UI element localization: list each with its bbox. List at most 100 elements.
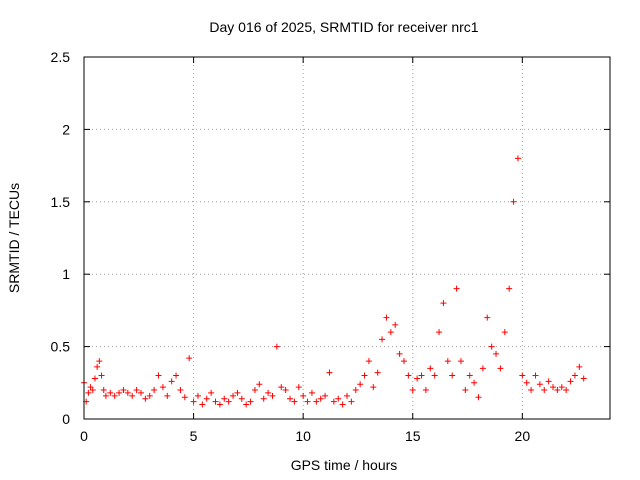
data-point: [510, 198, 517, 205]
data-point: [221, 395, 228, 402]
data-point: [173, 372, 180, 379]
data-point: [85, 389, 92, 396]
data-point: [379, 336, 386, 343]
data-point: [265, 389, 272, 396]
data-point: [251, 387, 258, 394]
y-tick-label: 2.5: [51, 49, 71, 65]
y-tick-label: 2: [62, 121, 70, 137]
data-point: [230, 392, 237, 399]
data-point: [243, 401, 250, 408]
y-axis-label: SRMTID / TECUs: [6, 183, 22, 293]
data-point: [453, 285, 460, 292]
data-point: [545, 378, 552, 385]
data-point: [146, 392, 153, 399]
data-point: [129, 392, 136, 399]
chart-title: Day 016 of 2025, SRMTID for receiver nrc…: [209, 19, 478, 35]
data-point: [352, 387, 359, 394]
data-point: [457, 358, 464, 365]
data-point: [186, 355, 193, 362]
tick-labels: 0 5 10 15 20 0 0.5 1 1.5 2 2.5: [51, 49, 531, 444]
data-point: [488, 343, 495, 350]
data-point: [497, 365, 504, 372]
data-point: [365, 358, 372, 365]
data-point: [580, 375, 587, 382]
data-point: [506, 285, 513, 292]
x-tick-label: 10: [295, 428, 311, 444]
data-point: [225, 398, 232, 405]
data-point: [107, 389, 114, 396]
axis-ticks: [83, 56, 610, 420]
data-point: [444, 358, 451, 365]
data-point: [238, 395, 245, 402]
data-point: [317, 395, 324, 402]
data-point: [282, 387, 289, 394]
data-point: [519, 372, 526, 379]
data-point: [571, 372, 578, 379]
y-tick-label: 0.5: [51, 339, 71, 355]
data-point: [278, 384, 285, 391]
data-point: [326, 369, 333, 376]
data-point: [387, 329, 394, 336]
data-point: [322, 392, 329, 399]
data-point: [247, 398, 254, 405]
data-point: [567, 378, 574, 385]
data-point: [475, 394, 482, 401]
data-point: [234, 389, 241, 396]
y-tick-label: 1: [62, 266, 70, 282]
data-point: [414, 375, 421, 382]
data-point: [159, 384, 166, 391]
data-point: [256, 381, 263, 388]
plot-frame: [83, 56, 611, 420]
data-points: [81, 155, 587, 408]
data-point: [361, 372, 368, 379]
data-point: [269, 392, 276, 399]
data-point: [300, 392, 307, 399]
data-point: [199, 401, 206, 408]
data-point: [177, 387, 184, 394]
data-point: [400, 358, 407, 365]
data-point: [137, 389, 144, 396]
grid: [84, 57, 610, 419]
x-tick-label: 15: [405, 428, 421, 444]
data-point: [181, 394, 188, 401]
data-point: [550, 384, 557, 391]
data-point: [98, 372, 105, 379]
data-point: [260, 395, 267, 402]
data-point: [216, 401, 223, 408]
data-point: [116, 389, 123, 396]
data-point: [344, 392, 350, 399]
data-point: [155, 372, 162, 379]
data-point: [89, 387, 96, 394]
data-point: [142, 395, 149, 402]
x-tick-label: 20: [515, 428, 531, 444]
data-point: [308, 389, 315, 396]
data-point: [164, 392, 171, 399]
data-point: [479, 365, 486, 372]
series-srmtid: [81, 155, 587, 408]
x-axis-label: GPS time / hours: [291, 457, 398, 473]
data-point: [422, 387, 429, 394]
data-point: [392, 321, 399, 328]
data-point: [194, 392, 201, 399]
data-point: [436, 329, 443, 336]
data-point: [462, 387, 469, 394]
data-point: [449, 372, 456, 379]
data-point: [91, 375, 98, 382]
data-point: [96, 358, 103, 365]
data-point: [357, 381, 364, 388]
data-point: [212, 398, 219, 405]
data-point: [124, 389, 131, 396]
data-point: [313, 398, 320, 405]
data-point: [133, 387, 140, 394]
data-point: [484, 314, 491, 321]
y-tick-label: 0: [62, 411, 70, 427]
data-point: [554, 387, 561, 394]
data-point: [514, 155, 521, 162]
data-point: [102, 392, 109, 399]
data-point: [523, 379, 530, 386]
data-point: [94, 363, 101, 370]
data-point: [431, 372, 438, 379]
y-tick-label: 1.5: [51, 194, 71, 210]
